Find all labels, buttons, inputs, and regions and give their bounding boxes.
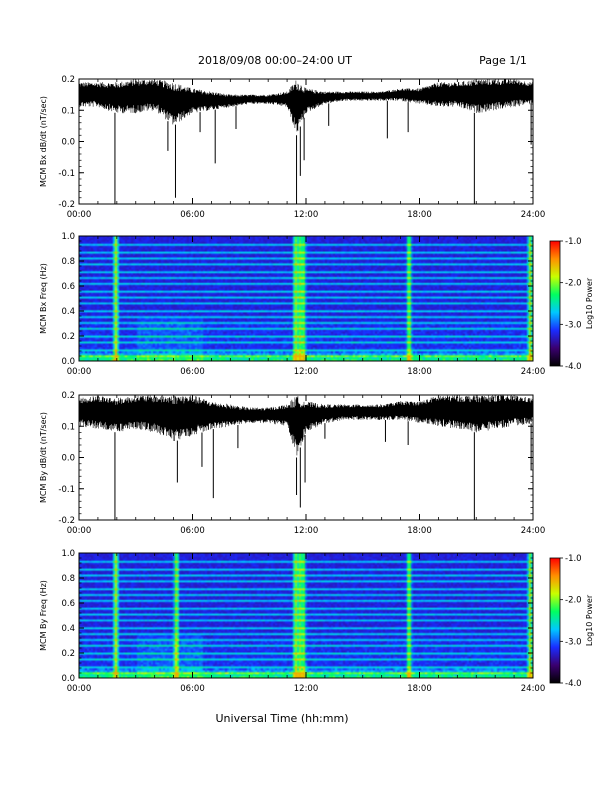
y-tick-label: 0.4 xyxy=(61,624,75,634)
y-tick-label: 0.8 xyxy=(61,257,75,267)
x-tick-label: 18:00 xyxy=(407,367,432,377)
footer-xlabel: Universal Time (hh:mm) xyxy=(216,712,349,725)
y-axis-label: MCM By dB/dt (nT/sec) xyxy=(39,412,48,503)
x-tick-label: 24:00 xyxy=(521,526,546,536)
y-tick-label: 0.2 xyxy=(61,332,75,342)
y-tick-label: -0.1 xyxy=(58,169,75,179)
colorbar-tick-label: -4.0 xyxy=(565,679,582,689)
timeseries-trace-3 xyxy=(78,395,534,520)
y-tick-label: -0.1 xyxy=(58,485,75,495)
y-tick-label: 0.1 xyxy=(61,422,75,432)
colorbar xyxy=(549,557,561,684)
colorbar-tick-label: -2.0 xyxy=(565,596,582,606)
spectrogram-image-4 xyxy=(79,553,533,678)
y-tick-label: 0.1 xyxy=(61,106,75,116)
x-tick-label: 12:00 xyxy=(294,684,319,694)
colorbar-tick-label: -2.0 xyxy=(565,279,582,289)
x-tick-label: 06:00 xyxy=(180,526,205,536)
x-tick-label: 24:00 xyxy=(521,367,546,377)
x-tick-label: 00:00 xyxy=(67,526,92,536)
x-tick-label: 06:00 xyxy=(180,210,205,220)
colorbar-tick-label: -3.0 xyxy=(565,637,582,647)
trace-body xyxy=(78,395,534,456)
y-axis-label: MCM Bx dB/dt (nT/sec) xyxy=(39,96,48,187)
colorbar-tick-label: -4.0 xyxy=(565,362,582,372)
trace-body xyxy=(78,79,534,132)
y-tick-label: 0.0 xyxy=(61,357,75,367)
x-tick-label: 12:00 xyxy=(294,210,319,220)
x-tick-label: 00:00 xyxy=(67,210,92,220)
y-tick-label: 0.6 xyxy=(61,599,75,609)
y-tick-label: 0.2 xyxy=(61,649,75,659)
colorbar xyxy=(549,240,561,367)
x-tick-label: 06:00 xyxy=(180,367,205,377)
y-tick-label: 0.0 xyxy=(61,138,75,148)
y-tick-label: 0.2 xyxy=(61,75,75,85)
x-tick-label: 12:00 xyxy=(294,526,319,536)
y-tick-label: 0.6 xyxy=(61,282,75,292)
colorbar-tick-label: -3.0 xyxy=(565,320,582,330)
colorbar-tick-label: -1.0 xyxy=(565,554,582,564)
colorbar-label: Log10 Power xyxy=(585,594,594,646)
x-tick-label: 06:00 xyxy=(180,684,205,694)
y-tick-label: 1.0 xyxy=(61,549,75,559)
x-tick-label: 00:00 xyxy=(67,367,92,377)
timeseries-trace-1 xyxy=(78,79,534,204)
y-tick-label: -0.2 xyxy=(58,516,75,526)
report-title: 2018/09/08 00:00–24:00 UT xyxy=(198,54,352,67)
y-tick-label: -0.2 xyxy=(58,200,75,210)
x-tick-label: 24:00 xyxy=(521,684,546,694)
page-indicator: Page 1/1 xyxy=(479,54,527,67)
x-tick-label: 18:00 xyxy=(407,210,432,220)
y-axis-label: MCM By Freq (Hz) xyxy=(39,580,48,651)
y-tick-label: 0.0 xyxy=(61,454,75,464)
x-tick-label: 18:00 xyxy=(407,684,432,694)
colorbar-tick-label: -1.0 xyxy=(565,237,582,247)
y-axis-label: MCM Bx Freq (Hz) xyxy=(39,263,48,334)
x-tick-label: 00:00 xyxy=(67,684,92,694)
y-tick-label: 0.8 xyxy=(61,574,75,584)
x-tick-label: 18:00 xyxy=(407,526,432,536)
y-tick-label: 0.2 xyxy=(61,391,75,401)
x-tick-label: 24:00 xyxy=(521,210,546,220)
y-tick-label: 0.0 xyxy=(61,674,75,684)
y-tick-label: 0.4 xyxy=(61,307,75,317)
spectrogram-image-2 xyxy=(79,236,533,361)
colorbar-label: Log10 Power xyxy=(585,277,594,329)
x-tick-label: 12:00 xyxy=(294,367,319,377)
y-tick-label: 1.0 xyxy=(61,232,75,242)
